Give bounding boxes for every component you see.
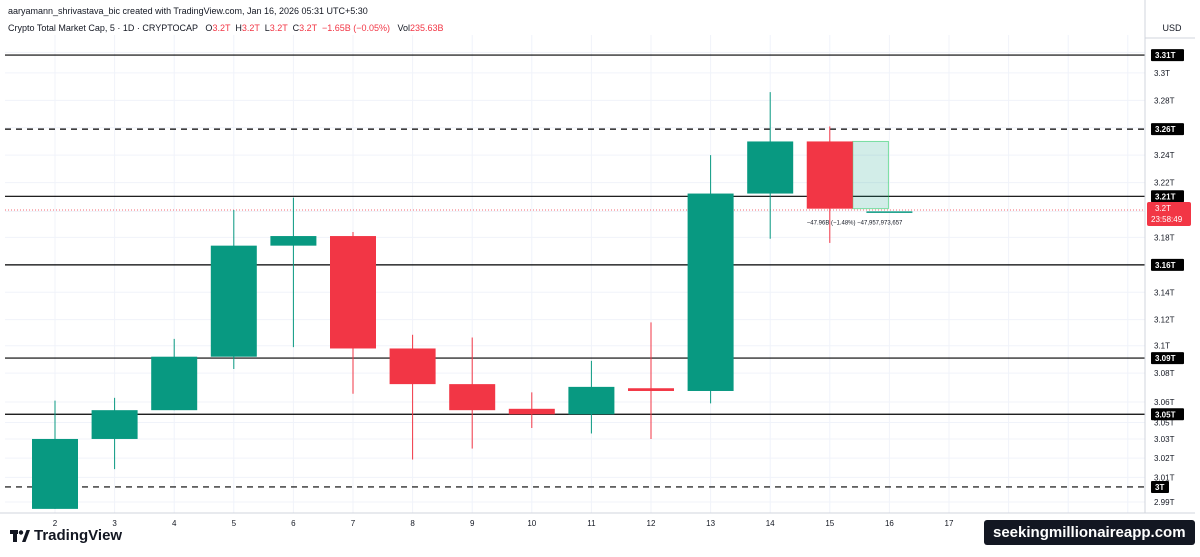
price-tick-label: 3.18T	[1154, 233, 1175, 242]
tradingview-logo-icon	[10, 529, 30, 542]
time-tick-label: 11	[587, 519, 596, 528]
price-tick-label: 3.22T	[1154, 179, 1175, 188]
countdown-label: 23:58:49	[1151, 215, 1183, 224]
time-tick-label: 13	[706, 519, 715, 528]
open-value: 3.2T	[212, 23, 231, 33]
time-tick-label: 14	[766, 519, 775, 528]
time-tick-label: 17	[945, 519, 954, 528]
price-tick-label: 3.24T	[1154, 151, 1175, 160]
time-tick-label: 9	[470, 519, 475, 528]
candle-body[interactable]	[32, 438, 78, 509]
level-label-badge	[1151, 258, 1184, 271]
candle-body[interactable]	[270, 236, 317, 246]
time-tick-label: 5	[232, 519, 237, 528]
candle-body[interactable]	[389, 348, 436, 385]
volume-value: 235.63B	[410, 23, 444, 33]
open-label: O	[205, 23, 213, 33]
price-tick-label: 3.28T	[1154, 96, 1175, 105]
candle-body[interactable]	[151, 356, 198, 411]
price-tick-label: 3.12T	[1154, 316, 1175, 325]
target-zone[interactable]	[852, 140, 889, 210]
level-label: 3.31T	[1155, 51, 1176, 60]
currency-label[interactable]: USD	[1162, 23, 1182, 33]
watermark-badge: seekingmillionaireapp.com	[984, 520, 1195, 545]
price-tick-label: 2.99T	[1154, 498, 1175, 507]
time-axis[interactable]: 234567891011121314151617181920	[53, 519, 1133, 528]
current-price-label: 3.2T	[1155, 204, 1171, 213]
candle-body[interactable]	[806, 141, 853, 209]
ohlc-legend: Crypto Total Market Cap, 5 · 1D · CRYPTO…	[8, 23, 444, 33]
candle-body[interactable]	[330, 236, 376, 349]
high-value: 3.2T	[241, 23, 260, 33]
time-tick-label: 6	[291, 519, 296, 528]
time-tick-label: 3	[112, 519, 117, 528]
time-tick-label: 15	[825, 519, 834, 528]
price-tick-label: 3.08T	[1154, 369, 1175, 378]
time-tick-label: 12	[647, 519, 656, 528]
tradingview-logo-text: TradingView	[34, 527, 123, 544]
candle-body[interactable]	[866, 211, 913, 213]
current-price-badge	[1147, 202, 1191, 227]
symbol-name[interactable]: Crypto Total Market Cap, 5 · 1D · CRYPTO…	[8, 23, 198, 33]
price-tick-label: 3.02T	[1154, 454, 1175, 463]
level-label: 3.26T	[1155, 125, 1176, 134]
level-label-badge	[1151, 408, 1184, 421]
level-label: 3.16T	[1155, 261, 1176, 270]
time-tick-label: 16	[885, 519, 894, 528]
time-tick-label: 8	[410, 519, 415, 528]
low-label: L	[264, 23, 270, 33]
price-tick-label: 3.14T	[1154, 288, 1175, 297]
level-label-badge	[1151, 49, 1184, 62]
change-value: −1.65B (−0.05%)	[321, 23, 390, 33]
level-label-badge	[1151, 123, 1184, 136]
time-tick-label: 7	[351, 519, 356, 528]
level-label: 3.21T	[1155, 192, 1176, 201]
price-tick-label: 3.3T	[1154, 69, 1170, 78]
price-tick-label: 3.05T	[1154, 419, 1175, 428]
candle-body[interactable]	[91, 410, 138, 439]
price-tick-label: 3.1T	[1154, 342, 1170, 351]
candle-body[interactable]	[747, 141, 794, 194]
high-label: H	[235, 23, 242, 33]
level-label: 3.05T	[1155, 410, 1176, 419]
position-annotation: −47.96B (−1.48%) −47,957,973,657	[807, 221, 903, 227]
candle-body[interactable]	[628, 388, 674, 391]
close-label: C	[292, 23, 300, 33]
candle-body[interactable]	[449, 384, 496, 411]
level-label: 3.09T	[1155, 354, 1176, 363]
level-label-badge	[1151, 190, 1184, 203]
low-value: 3.2T	[269, 23, 288, 33]
candle-body[interactable]	[508, 408, 555, 415]
time-tick-label: 4	[172, 519, 177, 528]
close-value: 3.2T	[299, 23, 317, 33]
time-tick-label: 10	[527, 519, 536, 528]
horizontal-levels[interactable]	[5, 54, 1145, 488]
price-tick-label: 3.06T	[1154, 398, 1175, 407]
candles[interactable]	[32, 92, 913, 509]
candle-body[interactable]	[687, 193, 734, 391]
attribution-text: aaryamann_shrivastava_bic created with T…	[8, 6, 368, 16]
candle-body[interactable]	[568, 386, 615, 415]
level-label-badge	[1151, 352, 1184, 365]
price-axis[interactable]: 2.99T 3.01T 3.02T 3.03T 3.05T 3.06T 3.08T 3.1T 3…	[0, 0, 1195, 514]
price-tick-label: 3.01T	[1154, 473, 1175, 482]
level-label: 3T	[1155, 483, 1164, 492]
level-label-badge	[1151, 480, 1169, 493]
volume-label: Vol	[397, 23, 411, 33]
chart-grid	[5, 35, 1145, 513]
tradingview-logo[interactable]: TradingView	[10, 527, 122, 544]
time-tick-label: 2	[53, 519, 58, 528]
candle-body[interactable]	[210, 245, 257, 357]
price-tick-label: 3.03T	[1154, 435, 1175, 444]
